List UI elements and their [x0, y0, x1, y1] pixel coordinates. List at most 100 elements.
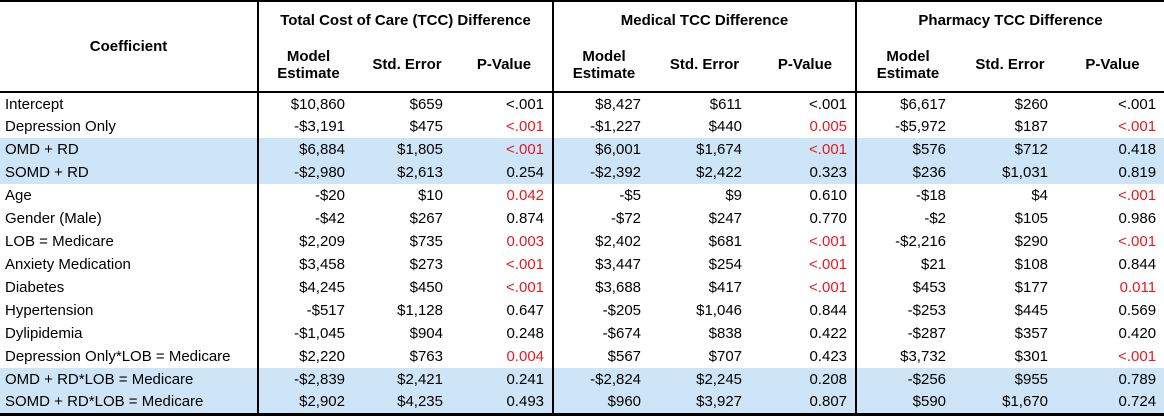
coefficient-label: Hypertension	[5, 302, 94, 319]
medical-model-estimate-value: -$2,824	[552, 368, 655, 391]
group-header-pharmacy: Pharmacy TCC Difference	[855, 1, 1164, 39]
tcc-std-error-value: $904	[409, 325, 443, 342]
pharmacy-model-estimate-value: $3,732	[855, 345, 960, 368]
medical-model-estimate-value: $3,447	[552, 253, 655, 276]
coefficient-label: Depression Only*LOB = Medicare	[5, 348, 231, 365]
coefficient-label: Dylipidemia	[5, 325, 83, 342]
pharmacy-std-error-value: $955	[1014, 371, 1049, 388]
medical-model-estimate-value: $2,402	[552, 230, 655, 253]
coefficient-label: Depression Only	[5, 118, 116, 135]
medical-std-error-value: $9	[725, 187, 743, 204]
pharmacy-std-error-value: $1,031	[1002, 164, 1049, 181]
pharmacy-std-error-value: $108	[1014, 256, 1049, 273]
tcc-std-error-value: $475	[409, 118, 443, 135]
tcc-std-error-value: $1,805	[397, 141, 443, 158]
tcc-p-value: 0.004	[506, 348, 545, 365]
medical-p-value: 0.005	[809, 118, 848, 135]
tcc-p-value: 0.248	[506, 325, 545, 342]
subheader-row: Model Estimate Std. Error P-Value Model …	[0, 39, 1164, 92]
medical-model-estimate-header: Model Estimate	[552, 39, 655, 92]
pharmacy-p-value: <.001	[1118, 95, 1157, 113]
medical-std-error-value: $2,422	[696, 164, 743, 181]
medical-std-error-header: Std. Error	[669, 56, 740, 74]
table-row: SOMD + RD -$2,980 $2,613 0.254 -$2,392 $2,422…	[0, 161, 1164, 184]
table-header: Coefficient Total Cost of Care (TCC) Dif…	[0, 1, 1164, 92]
pharmacy-p-value: <.001	[1118, 118, 1157, 135]
pharmacy-p-value: <.001	[1118, 233, 1157, 250]
pharmacy-std-error-value: $4	[1031, 187, 1049, 204]
tcc-std-error-value: $4,235	[397, 393, 443, 411]
table-row: Depression Only*LOB = Medicare $2,220 $763…	[0, 345, 1164, 368]
pharmacy-model-estimate-value: -$2	[855, 207, 960, 230]
coefficient-label: Diabetes	[5, 279, 65, 296]
pharmacy-std-error-value: $357	[1014, 325, 1049, 342]
medical-p-value: <.001	[809, 279, 848, 296]
tcc-model-estimate-value: $6,884	[257, 138, 358, 161]
tcc-model-estimate-value: $3,458	[257, 253, 358, 276]
pharmacy-p-value: 0.569	[1118, 302, 1157, 319]
pharmacy-p-value: 0.420	[1118, 325, 1157, 342]
pharmacy-std-error-value: $187	[1014, 118, 1049, 135]
tcc-model-estimate-header: Model Estimate	[257, 39, 358, 92]
tcc-p-value: <.001	[506, 118, 545, 135]
tcc-model-estimate-value: $4,245	[257, 276, 358, 299]
medical-model-estimate-value: $960	[552, 391, 655, 414]
tcc-p-value: 0.493	[506, 393, 545, 411]
pharmacy-std-error-value: $301	[1014, 348, 1049, 365]
tcc-std-error-value: $450	[409, 279, 443, 296]
tcc-p-value: 0.647	[506, 302, 545, 319]
medical-std-error-value: $681	[708, 233, 743, 250]
pharmacy-std-error-value: $290	[1014, 233, 1049, 250]
tcc-std-error-value: $267	[409, 210, 443, 227]
coefficient-label: SOMD + RD*LOB = Medicare	[5, 393, 204, 411]
tcc-std-error-header: Std. Error	[372, 56, 442, 74]
pharmacy-model-estimate-value: $453	[855, 276, 960, 299]
tcc-p-value: <.001	[506, 279, 545, 296]
table-row: Depression Only -$3,191 $475 <.001 -$1,227 $4…	[0, 115, 1164, 138]
tcc-model-estimate-value: $2,220	[257, 345, 358, 368]
pharmacy-std-error-value: $177	[1014, 279, 1049, 296]
pharmacy-p-value: <.001	[1118, 348, 1157, 365]
tcc-model-estimate-value: -$42	[257, 207, 358, 230]
medical-p-value: 0.423	[809, 348, 848, 365]
pharmacy-p-value: 0.724	[1118, 393, 1157, 411]
table-row: Dylipidemia -$1,045 $904 0.248 -$674 $838 0.42…	[0, 322, 1164, 345]
tcc-std-error-value: $763	[409, 348, 443, 365]
tcc-p-value-header: P-Value	[476, 56, 532, 74]
table-row: Intercept $10,860 $659 <.001 $8,427 $611 <.001…	[0, 92, 1164, 115]
medical-model-estimate-value: -$205	[552, 299, 655, 322]
table-row: LOB = Medicare $2,209 $735 0.003 $2,402 $681 <…	[0, 230, 1164, 253]
coefficient-label: SOMD + RD	[5, 164, 89, 181]
coefficient-label: OMD + RD	[5, 141, 79, 158]
tcc-model-estimate-value: -$3,191	[257, 115, 358, 138]
medical-std-error-value: $611	[709, 95, 743, 113]
medical-model-estimate-value: -$674	[552, 322, 655, 345]
medical-std-error-value: $838	[708, 325, 743, 342]
pharmacy-std-error-header: Std. Error	[975, 56, 1045, 74]
tcc-std-error-value: $2,421	[397, 371, 443, 388]
table-row: SOMD + RD*LOB = Medicare $2,902 $4,235 0.49…	[0, 391, 1164, 414]
pharmacy-p-value: 0.844	[1118, 256, 1157, 273]
coefficient-label: LOB = Medicare	[5, 233, 114, 250]
tcc-p-value: <.001	[506, 95, 545, 113]
tcc-std-error-value: $735	[409, 233, 443, 250]
medical-p-value: 0.770	[809, 210, 848, 227]
medical-model-estimate-value: $3,688	[552, 276, 655, 299]
table-row: Age -$20 $10 0.042 -$5 $9 0.610 -$18 $4 <.001	[0, 184, 1164, 207]
medical-p-value: <.001	[809, 256, 848, 273]
tcc-p-value: 0.874	[506, 210, 545, 227]
coefficient-label: Age	[5, 187, 32, 204]
pharmacy-std-error-value: $105	[1014, 210, 1049, 227]
tcc-model-estimate-value: $10,860	[257, 92, 358, 115]
medical-std-error-value: $2,245	[696, 371, 743, 388]
tcc-model-estimate-value: -$517	[257, 299, 358, 322]
medical-p-value: 0.844	[809, 302, 848, 319]
pharmacy-std-error-value: $1,670	[1002, 393, 1049, 411]
pharmacy-model-estimate-value: $576	[855, 138, 960, 161]
pharmacy-p-value-header: P-Value	[1085, 56, 1140, 74]
tcc-p-value: 0.042	[506, 187, 545, 204]
pharmacy-model-estimate-value: -$253	[855, 299, 960, 322]
pharmacy-p-value: <.001	[1118, 187, 1157, 204]
medical-std-error-value: $1,046	[696, 302, 743, 319]
